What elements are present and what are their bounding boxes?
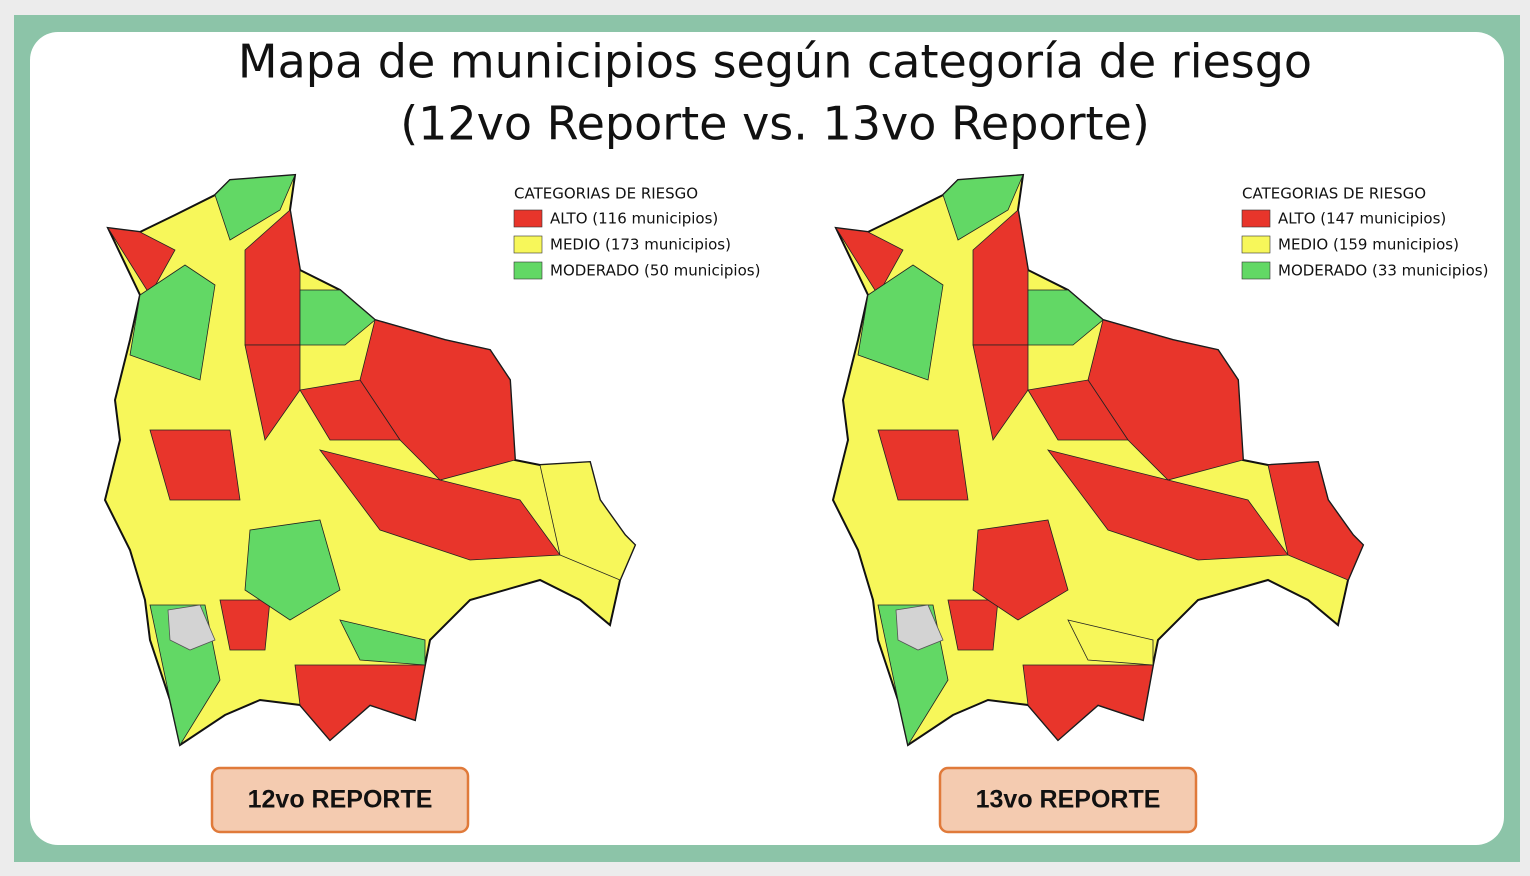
- region: [972, 519, 1069, 621]
- lake: [895, 604, 944, 651]
- legend-swatch: [513, 235, 543, 254]
- region: [539, 461, 636, 581]
- map: CATEGORIAS DE RIESGO ALTO (147 municipios…: [831, 173, 1488, 834]
- legend-swatch: [1241, 209, 1271, 228]
- region: [835, 227, 904, 296]
- region: [857, 264, 944, 381]
- legend-title: CATEGORIAS DE RIESGO: [514, 185, 698, 203]
- region: [244, 519, 341, 621]
- region: [947, 599, 999, 651]
- region: [299, 289, 376, 346]
- map: CATEGORIAS DE RIESGO ALTO (116 municipios…: [103, 173, 760, 834]
- report-label-box: [938, 766, 1198, 834]
- region: [299, 379, 401, 441]
- maps: CATEGORIAS DE RIESGO ALTO (116 municipios…: [103, 173, 1488, 834]
- region: [1067, 619, 1154, 666]
- legend-title: CATEGORIAS DE RIESGO: [1242, 185, 1426, 203]
- title-line: Mapa de municipios según categoría de ri…: [238, 35, 1312, 89]
- report-label: 13vo REPORTE: [976, 786, 1161, 814]
- legend-label: ALTO (116 municipios): [550, 210, 718, 228]
- legend-swatch: [1241, 235, 1271, 254]
- region: [107, 227, 176, 296]
- region: [149, 429, 241, 501]
- region: [1027, 379, 1129, 441]
- report-label-box: [210, 766, 470, 834]
- region: [1027, 289, 1104, 346]
- title-line: (12vo Reporte vs. 13vo Reporte): [400, 97, 1150, 151]
- region: [877, 429, 969, 501]
- region: [1267, 461, 1364, 581]
- lake: [167, 604, 216, 651]
- legend-swatch: [1241, 261, 1271, 280]
- region: [214, 174, 296, 241]
- legend-swatch: [513, 261, 543, 280]
- region: [339, 619, 426, 666]
- legend-label: MODERADO (50 municipios): [550, 262, 760, 280]
- region: [129, 264, 216, 381]
- legend-label: MODERADO (33 municipios): [1278, 262, 1488, 280]
- legend-label: MEDIO (159 municipios): [1278, 236, 1459, 254]
- region: [942, 174, 1024, 241]
- legend-label: ALTO (147 municipios): [1278, 210, 1446, 228]
- legend-label: MEDIO (173 municipios): [550, 236, 731, 254]
- report-label: 12vo REPORTE: [248, 786, 433, 814]
- legend-swatch: [513, 209, 543, 228]
- region: [219, 599, 271, 651]
